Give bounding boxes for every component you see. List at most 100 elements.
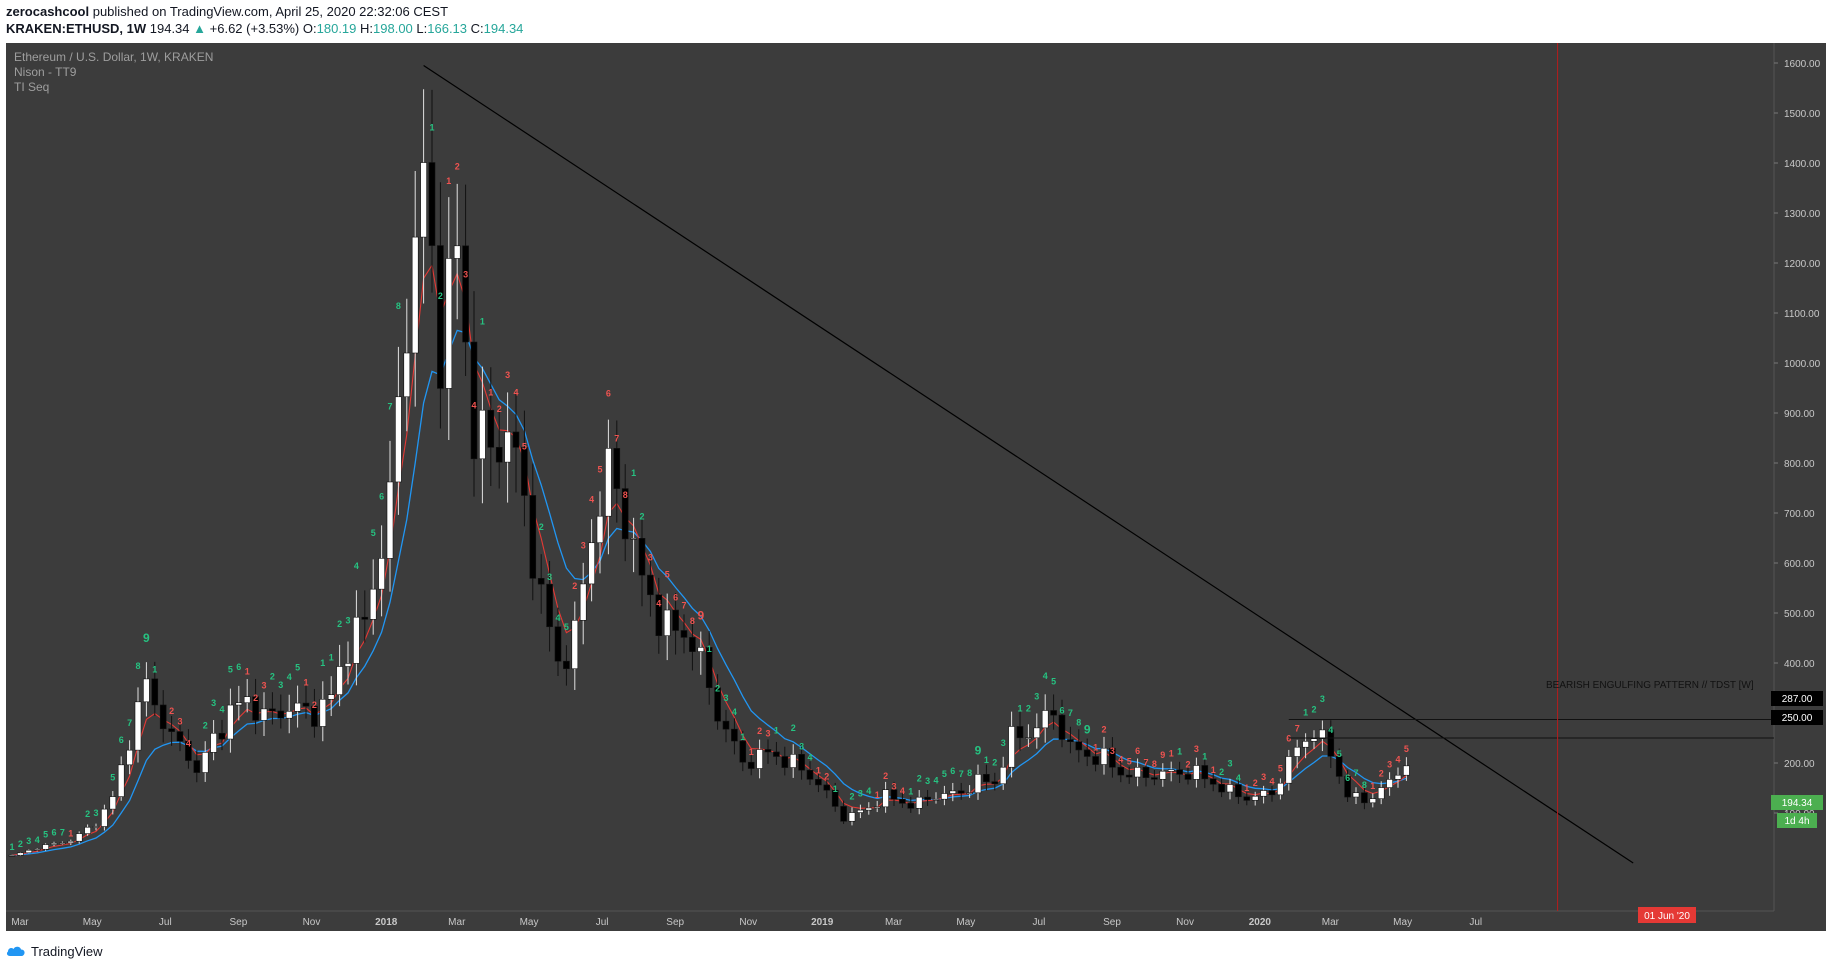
- candle[interactable]: [235, 685, 243, 721]
- candle[interactable]: [1041, 694, 1049, 743]
- candle[interactable]: [1226, 778, 1234, 800]
- candle[interactable]: [588, 519, 595, 602]
- candle[interactable]: [966, 785, 973, 798]
- candle[interactable]: [25, 849, 33, 854]
- candle[interactable]: [1016, 711, 1024, 751]
- candle[interactable]: [193, 750, 201, 783]
- candle[interactable]: [462, 184, 469, 377]
- candle[interactable]: [1209, 772, 1217, 792]
- candle[interactable]: [848, 807, 856, 826]
- candle[interactable]: [1176, 761, 1183, 783]
- candle[interactable]: [915, 790, 923, 815]
- candle[interactable]: [84, 824, 91, 836]
- candle[interactable]: [1310, 730, 1318, 750]
- candle[interactable]: [134, 687, 142, 763]
- candle[interactable]: [680, 614, 688, 654]
- candle[interactable]: [285, 694, 293, 734]
- candle[interactable]: [890, 781, 898, 807]
- candle[interactable]: [176, 718, 184, 752]
- candle[interactable]: [243, 679, 251, 713]
- candle[interactable]: [67, 839, 75, 846]
- candle[interactable]: [773, 741, 780, 765]
- candle[interactable]: [344, 641, 352, 685]
- candle[interactable]: [739, 730, 747, 772]
- candle[interactable]: [1058, 699, 1066, 748]
- tradingview-cloud-icon[interactable]: [6, 945, 26, 957]
- candle[interactable]: [983, 764, 990, 791]
- candle[interactable]: [1293, 739, 1301, 769]
- candle[interactable]: [521, 410, 528, 527]
- candle[interactable]: [1285, 749, 1293, 791]
- candle[interactable]: [1025, 724, 1032, 747]
- candle[interactable]: [1361, 787, 1368, 810]
- candle[interactable]: [92, 823, 100, 831]
- candle[interactable]: [1075, 729, 1083, 763]
- candle[interactable]: [554, 607, 562, 677]
- candle[interactable]: [1335, 748, 1343, 784]
- candle[interactable]: [386, 440, 394, 592]
- candle[interactable]: [260, 692, 268, 736]
- candle[interactable]: [1344, 769, 1351, 802]
- candle[interactable]: [269, 692, 276, 725]
- candle[interactable]: [873, 800, 881, 813]
- candle[interactable]: [1235, 778, 1242, 804]
- candle[interactable]: [319, 681, 327, 742]
- candle[interactable]: [1377, 781, 1385, 805]
- candle[interactable]: [907, 796, 915, 813]
- candle[interactable]: [445, 197, 453, 441]
- candle[interactable]: [722, 709, 730, 743]
- candle[interactable]: [117, 756, 125, 801]
- slow-ma-line[interactable]: [11, 329, 1407, 856]
- candle[interactable]: [302, 685, 310, 719]
- candle[interactable]: [672, 593, 679, 655]
- candle[interactable]: [781, 746, 789, 776]
- candle[interactable]: [218, 719, 226, 751]
- candle[interactable]: [504, 392, 511, 503]
- candle[interactable]: [1302, 733, 1309, 759]
- candle[interactable]: [949, 782, 957, 802]
- candle[interactable]: [1327, 720, 1335, 769]
- chart-area[interactable]: 100.00200.00300.00400.00500.00600.00700.…: [6, 21, 1826, 931]
- candle[interactable]: [470, 291, 478, 497]
- candle[interactable]: [1268, 786, 1276, 802]
- candle[interactable]: [8, 854, 16, 857]
- candle[interactable]: [613, 420, 621, 523]
- candle[interactable]: [857, 804, 864, 819]
- candle[interactable]: [311, 688, 318, 738]
- legend-title[interactable]: Ethereum / U.S. Dollar, 1W, KRAKEN: [14, 50, 213, 64]
- candle[interactable]: [815, 771, 822, 793]
- candle[interactable]: [1109, 737, 1116, 778]
- candle[interactable]: [823, 777, 831, 799]
- candle[interactable]: [764, 739, 772, 764]
- candle[interactable]: [831, 782, 839, 812]
- candle[interactable]: [151, 661, 159, 716]
- candle[interactable]: [1403, 757, 1410, 781]
- candle[interactable]: [1243, 792, 1251, 806]
- candle[interactable]: [865, 802, 873, 815]
- candle[interactable]: [1134, 758, 1141, 787]
- candle[interactable]: [143, 662, 150, 717]
- candle[interactable]: [1142, 758, 1150, 787]
- candle[interactable]: [294, 685, 301, 728]
- candle[interactable]: [361, 590, 369, 643]
- candles-group[interactable]: [8, 89, 1410, 857]
- candle[interactable]: [899, 792, 906, 808]
- candle[interactable]: [185, 729, 192, 769]
- candle[interactable]: [1159, 763, 1167, 787]
- drawings-group[interactable]: [423, 43, 1774, 911]
- author-name[interactable]: zerocashcool: [6, 4, 90, 19]
- candle[interactable]: [537, 554, 545, 614]
- candle[interactable]: [806, 761, 814, 786]
- candle[interactable]: [453, 183, 461, 320]
- pattern-annotation[interactable]: BEARISH ENGULFING PATTERN // TDST [W]: [1546, 680, 1754, 691]
- candle[interactable]: [1193, 757, 1200, 788]
- candle[interactable]: [411, 171, 419, 407]
- candle[interactable]: [991, 772, 999, 791]
- candle[interactable]: [1083, 738, 1091, 767]
- candle[interactable]: [201, 741, 209, 782]
- candle[interactable]: [369, 559, 377, 635]
- candle[interactable]: [999, 756, 1007, 790]
- tradingview-brand[interactable]: TradingView: [31, 943, 103, 959]
- candle[interactable]: [1386, 772, 1393, 796]
- candle[interactable]: [1033, 713, 1041, 749]
